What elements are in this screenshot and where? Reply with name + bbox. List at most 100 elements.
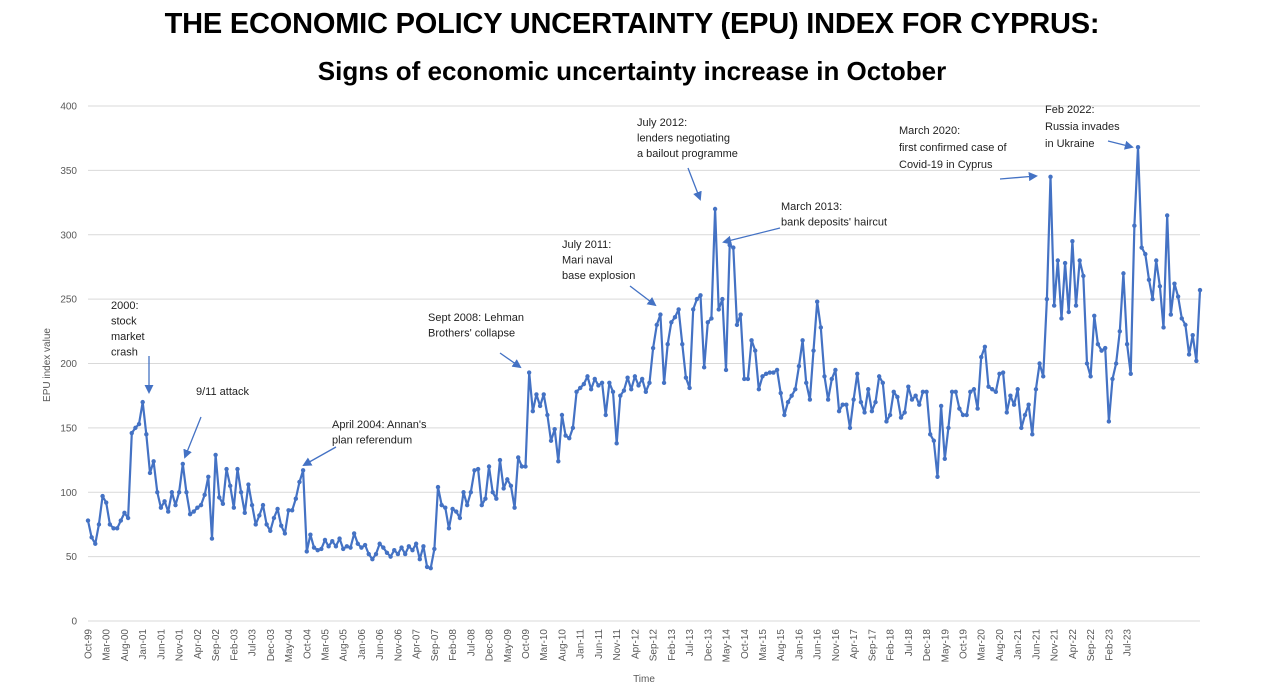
data-point [187, 511, 193, 517]
data-point [505, 477, 510, 482]
data-point [1077, 258, 1082, 263]
data-point [195, 505, 200, 510]
x-tick-label: Oct-04 [302, 629, 313, 659]
data-point [370, 557, 375, 562]
data-point [1103, 345, 1108, 351]
x-tick-label: Aug-15 [776, 629, 787, 662]
data-point [855, 371, 860, 376]
x-tick-label: Dec-13 [703, 629, 714, 662]
data-point [158, 505, 164, 510]
annotation-text: stock [111, 316, 137, 328]
data-point [570, 425, 576, 431]
data-point [377, 541, 382, 546]
x-axis-ticks: Oct-99 Mar-00 Aug-00 Jan-01 Jun-01 Nov-01 Apr-… [84, 629, 1134, 663]
data-point [1015, 387, 1020, 392]
data-point [1066, 309, 1071, 315]
y-tick-label: 100 [60, 488, 77, 499]
data-point [938, 403, 944, 409]
data-point [1135, 145, 1141, 150]
data-point [475, 466, 481, 472]
data-point [712, 206, 718, 212]
y-tick-label: 300 [60, 230, 77, 241]
annotation-text: Sept 2008: Lehman [428, 312, 524, 324]
data-point [975, 406, 980, 411]
data-point [946, 425, 951, 431]
series-layer [85, 145, 1203, 571]
data-point [1008, 393, 1013, 398]
data-point [829, 376, 834, 382]
data-point [166, 509, 171, 514]
data-point [209, 536, 215, 541]
data-point [1095, 341, 1101, 347]
data-point [490, 490, 495, 495]
data-point [264, 522, 269, 527]
data-point [844, 402, 849, 407]
data-point [723, 367, 729, 373]
x-tick-label: Jun-21 [1031, 629, 1042, 660]
x-tick-label: Nov-11 [612, 629, 623, 661]
data-point [632, 374, 638, 379]
annotation-arrow [499, 352, 522, 369]
gridlines [88, 105, 1200, 622]
data-point [876, 374, 882, 379]
data-point [341, 546, 346, 552]
data-point [217, 495, 222, 500]
annotation: March 2013: bank deposits' haircut [722, 201, 887, 245]
data-point [180, 461, 185, 467]
data-point [227, 483, 233, 489]
data-point [1022, 412, 1028, 418]
data-point [1106, 419, 1112, 424]
data-point [206, 474, 211, 479]
data-point [173, 502, 178, 508]
x-tick-label: Feb-03 [229, 629, 240, 661]
y-tick-label: 200 [60, 359, 77, 370]
data-point [454, 509, 459, 514]
x-tick-label: Feb-13 [667, 629, 678, 661]
data-point [198, 502, 204, 508]
annotation-text: base explosion [562, 270, 635, 282]
annotation: July 2012: lenders negotiating a bailout p… [637, 117, 738, 201]
annotation-text: plan referendum [332, 435, 412, 447]
chart-subtitle: Signs of economic uncertainty increase i… [317, 56, 947, 86]
data-point [716, 307, 721, 312]
data-point [144, 432, 149, 437]
data-point [822, 374, 827, 379]
data-point [1051, 303, 1057, 308]
data-point [519, 464, 525, 469]
data-point [523, 464, 528, 469]
x-tick-label: Nov-16 [831, 629, 842, 662]
data-point [658, 312, 663, 317]
x-tick-label: Nov-06 [393, 629, 404, 662]
data-point [1117, 329, 1122, 334]
x-tick-label: Sep-07 [430, 629, 441, 662]
data-point [931, 438, 937, 443]
data-point [552, 426, 557, 432]
data-point [399, 545, 404, 550]
annotation-text: Russia invades [1045, 121, 1120, 133]
data-point [497, 457, 503, 463]
data-point [869, 408, 875, 414]
data-point [231, 505, 237, 510]
data-point [136, 421, 142, 427]
x-tick-label: Mar-00 [102, 629, 113, 661]
data-point [435, 484, 441, 490]
x-tick-label: Sep-22 [1086, 629, 1097, 662]
data-point [898, 415, 904, 420]
data-point [1088, 374, 1093, 379]
data-point [1168, 312, 1174, 317]
x-tick-label: Jul-13 [685, 629, 696, 657]
data-point [814, 299, 820, 304]
data-point [1113, 361, 1119, 366]
data-point [986, 384, 991, 389]
data-point [268, 528, 273, 534]
annotation-text: a bailout programme [637, 148, 738, 160]
data-point [184, 490, 189, 495]
x-tick-label: Oct-99 [84, 629, 95, 659]
data-point [355, 541, 360, 546]
data-point [85, 518, 91, 523]
data-point [253, 522, 258, 527]
x-tick-label: Oct-19 [959, 629, 970, 659]
data-point [687, 385, 692, 391]
data-point [833, 367, 838, 373]
data-point [680, 341, 685, 347]
